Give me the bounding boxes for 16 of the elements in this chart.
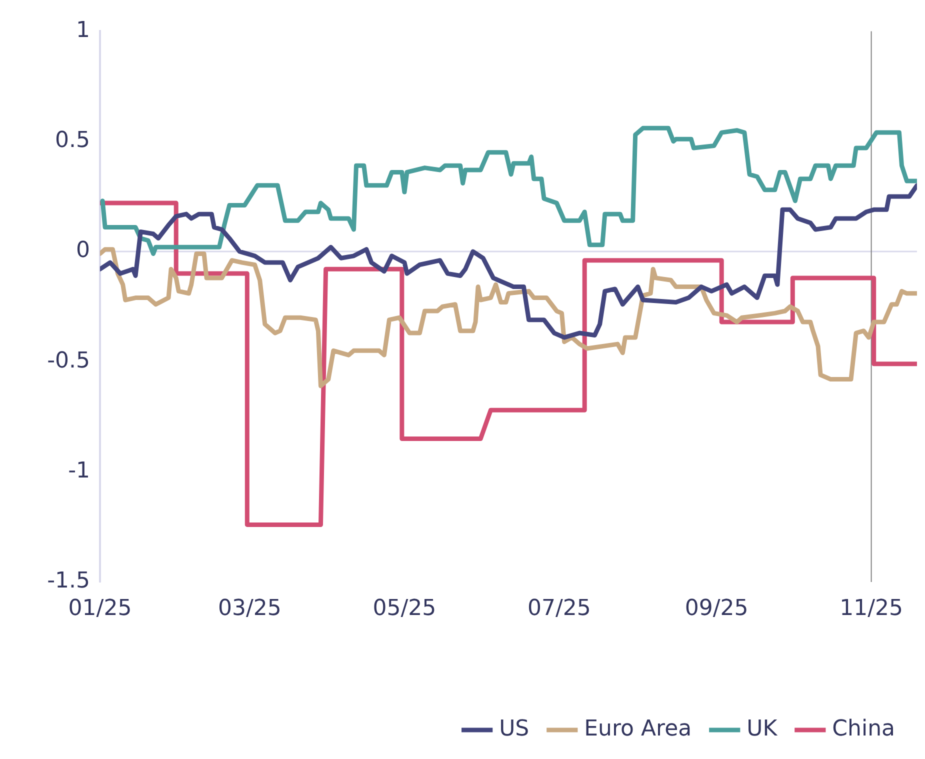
x-tick-label: 07/25 xyxy=(528,596,591,621)
y-tick-label: 1 xyxy=(76,18,90,43)
legend-label: China xyxy=(832,716,895,742)
y-tick-label: -1 xyxy=(68,458,90,484)
x-tick-label: 01/25 xyxy=(68,596,132,621)
y-tick-label: -1.5 xyxy=(47,568,90,594)
x-tick-label: 03/25 xyxy=(218,596,282,621)
legend-label: US xyxy=(499,716,530,742)
x-tick-label: 05/25 xyxy=(372,596,436,621)
y-tick-label: 0 xyxy=(76,238,90,264)
legend-label: UK xyxy=(746,716,778,742)
y-tick-label: 0.5 xyxy=(55,128,90,154)
x-tick-label: 11/25 xyxy=(840,596,904,621)
x-tick-label: 09/25 xyxy=(684,596,748,621)
y-tick-label: -0.5 xyxy=(47,348,90,374)
legend-label: Euro Area xyxy=(584,716,692,742)
